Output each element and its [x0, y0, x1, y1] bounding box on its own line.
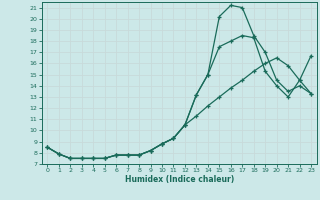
X-axis label: Humidex (Indice chaleur): Humidex (Indice chaleur) [124, 175, 234, 184]
